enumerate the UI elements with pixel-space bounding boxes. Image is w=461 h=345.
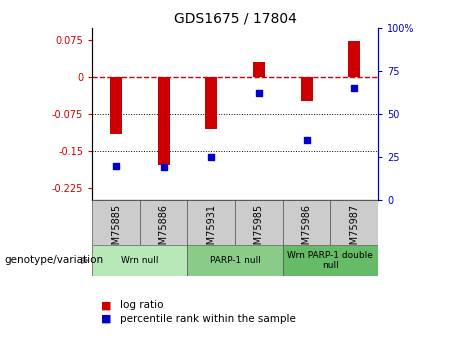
Point: [207, 154, 215, 160]
Bar: [348, 41, 360, 77]
Bar: [188, 200, 235, 245]
Bar: [283, 245, 378, 276]
Text: GSM75987: GSM75987: [349, 204, 359, 257]
Bar: [92, 200, 140, 245]
Bar: [92, 245, 188, 276]
Bar: [158, 77, 170, 165]
Point: [112, 163, 120, 168]
Text: PARP-1 null: PARP-1 null: [210, 256, 260, 265]
Point: [303, 137, 310, 142]
Text: ■: ■: [101, 314, 112, 324]
Bar: [110, 77, 122, 134]
Bar: [205, 77, 217, 129]
Text: percentile rank within the sample: percentile rank within the sample: [120, 314, 296, 324]
Text: GSM75886: GSM75886: [159, 204, 169, 257]
Point: [350, 85, 358, 91]
Point: [255, 90, 263, 96]
Bar: [140, 200, 188, 245]
Text: Wrn PARP-1 double
null: Wrn PARP-1 double null: [288, 251, 373, 270]
Text: GSM75986: GSM75986: [301, 204, 312, 257]
Text: log ratio: log ratio: [120, 300, 163, 310]
Text: GSM75885: GSM75885: [111, 204, 121, 257]
Bar: [301, 77, 313, 100]
Text: GSM75985: GSM75985: [254, 204, 264, 257]
Text: Wrn null: Wrn null: [121, 256, 159, 265]
Bar: [253, 62, 265, 77]
Bar: [331, 200, 378, 245]
Point: [160, 165, 167, 170]
Bar: [235, 200, 283, 245]
Bar: [188, 245, 283, 276]
Text: ■: ■: [101, 300, 112, 310]
Text: genotype/variation: genotype/variation: [5, 256, 104, 265]
Bar: [283, 200, 331, 245]
Title: GDS1675 / 17804: GDS1675 / 17804: [174, 11, 296, 25]
Text: GSM75931: GSM75931: [206, 204, 216, 257]
